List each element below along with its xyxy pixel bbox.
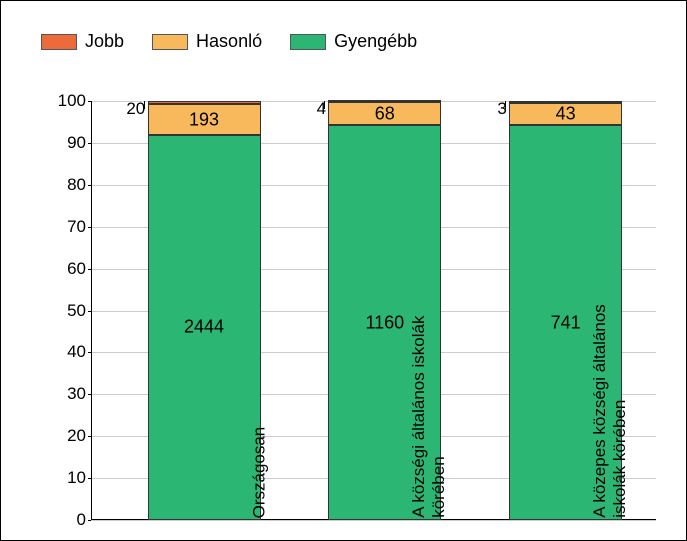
y-tick: 60 bbox=[36, 259, 86, 279]
legend-swatch-hasonlo bbox=[152, 34, 188, 50]
segment-value: 43 bbox=[509, 103, 622, 124]
y-tick: 80 bbox=[36, 175, 86, 195]
y-tick: 50 bbox=[36, 301, 86, 321]
category-label: A közepes községi általánosiskolák köréb… bbox=[590, 304, 631, 518]
y-tick: 70 bbox=[36, 217, 86, 237]
legend-swatch-gyengebb bbox=[290, 34, 326, 50]
chart-container: Jobb Hasonló Gyengébb 0 10 20 30 40 50 60 70 80 9… bbox=[0, 0, 687, 541]
y-axis: 0102030405060708090100 bbox=[36, 101, 86, 520]
top-tick bbox=[324, 101, 325, 109]
top-value: 20 bbox=[126, 99, 145, 119]
bars: 2444 19320 Országosan 1160684A községi álta… bbox=[91, 101, 656, 520]
legend-swatch-jobb bbox=[41, 34, 77, 50]
category-label: Országosan bbox=[249, 426, 269, 518]
grid-line bbox=[91, 520, 656, 521]
bar-segment-jobb bbox=[509, 101, 622, 103]
legend-item-jobb: Jobb bbox=[41, 31, 124, 52]
top-tick bbox=[144, 101, 145, 109]
y-tick: 20 bbox=[36, 426, 86, 446]
segment-value: 2444 bbox=[148, 317, 261, 338]
legend-item-hasonlo: Hasonló bbox=[152, 31, 262, 52]
bar-segment-jobb bbox=[328, 100, 441, 102]
bar-group: 1160684A községi általános iskolákkörébe… bbox=[328, 101, 441, 520]
segment-value: 193 bbox=[148, 109, 261, 130]
top-tick bbox=[505, 101, 506, 109]
y-tick: 90 bbox=[36, 133, 86, 153]
y-tick: 100 bbox=[36, 91, 86, 111]
bar-segment-jobb bbox=[148, 101, 261, 104]
legend-label: Hasonló bbox=[196, 31, 262, 52]
legend-item-gyengebb: Gyengébb bbox=[290, 31, 417, 52]
legend-label: Jobb bbox=[85, 31, 124, 52]
y-tick: 30 bbox=[36, 384, 86, 404]
y-tick: 10 bbox=[36, 468, 86, 488]
bar-group: 741433A közepes községi általánosiskolák… bbox=[509, 101, 622, 520]
category-label: A községi általános iskolákkörében bbox=[410, 316, 451, 518]
y-tick: 0 bbox=[36, 510, 86, 530]
legend: Jobb Hasonló Gyengébb bbox=[41, 31, 417, 52]
plot-area: 0102030405060708090100 244419320Országos… bbox=[91, 101, 656, 520]
y-tick: 40 bbox=[36, 342, 86, 362]
segment-value: 68 bbox=[328, 103, 441, 124]
legend-label: Gyengébb bbox=[334, 31, 417, 52]
bar-group: 244419320Országosan bbox=[148, 101, 261, 520]
